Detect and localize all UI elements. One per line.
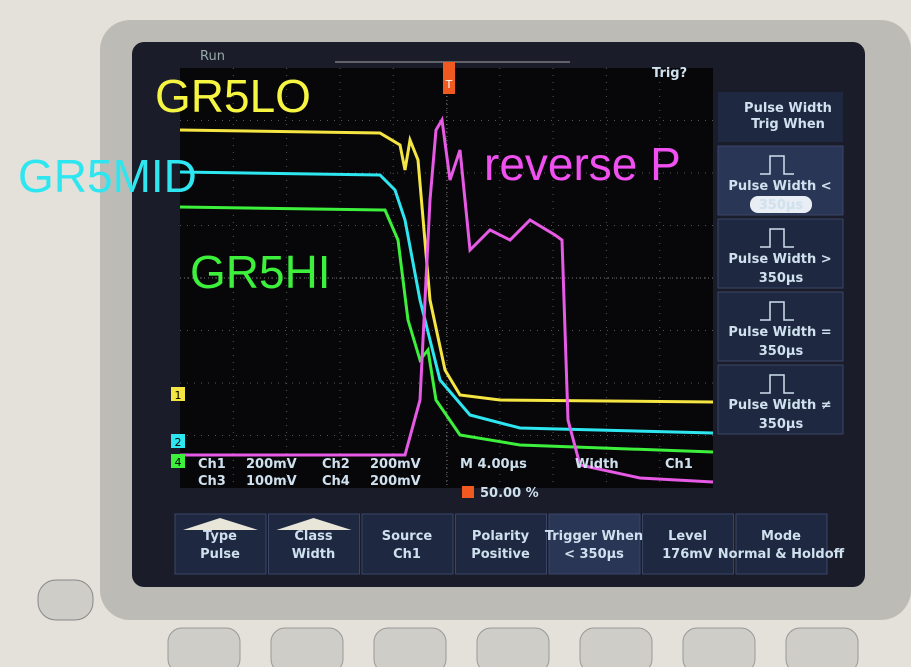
menu-item-value: 350µs [759, 271, 804, 286]
menu-item-value: 350µs [759, 344, 804, 359]
oscilloscope-photo: Run T Trig? 1 2 4 GR5LO GR5MID GR5HI reverse … [0, 0, 911, 667]
annotation: GR5HI [190, 246, 331, 298]
menu-label: Class [294, 529, 333, 544]
menu-item-value: 350µs [759, 198, 804, 213]
menu-button[interactable] [456, 514, 547, 574]
bezel-button[interactable] [271, 628, 343, 667]
menu-button[interactable] [549, 514, 640, 574]
menu-title: Pulse Width [744, 101, 832, 116]
menu-label: Trigger When [545, 529, 643, 544]
annotation: GR5LO [155, 70, 311, 122]
menu-button[interactable] [362, 514, 453, 574]
channel-marker: 2 [175, 436, 182, 449]
menu-label: Polarity [472, 529, 530, 544]
menu-button[interactable] [736, 514, 827, 574]
bezel-button[interactable] [580, 628, 652, 667]
menu-item-label: Pulse Width > [728, 252, 831, 267]
menu-label: Level [668, 529, 707, 544]
menu-item-label: Pulse Width < [728, 179, 831, 194]
channel-marker: 1 [175, 389, 182, 402]
menu-value: Ch1 [393, 547, 421, 562]
timebase: M 4.00µs [460, 457, 527, 472]
bezel-button[interactable] [168, 628, 240, 667]
channel-name: Ch2 [322, 457, 350, 472]
menu-title: Trig When [751, 117, 825, 132]
menu-item-label: Pulse Width ≠ [728, 398, 831, 413]
channel-marker: 4 [175, 456, 182, 469]
bezel-button[interactable] [477, 628, 549, 667]
menu-label: Source [382, 529, 433, 544]
print-button[interactable] [38, 580, 93, 620]
annotation: reverse P [484, 138, 681, 190]
channel-scale: 200mV [370, 474, 421, 489]
menu-value: Pulse [200, 547, 240, 562]
trigger-source: Ch1 [665, 457, 693, 472]
menu-label: Type [203, 529, 237, 544]
trigger-position: 50.00 % [480, 486, 539, 501]
annotation: GR5MID [18, 150, 197, 202]
menu-item-label: Pulse Width = [728, 325, 831, 340]
trigger-icon [462, 486, 474, 498]
bezel-button[interactable] [786, 628, 858, 667]
menu-value: < 350µs [564, 547, 624, 562]
acq-status: Run [200, 49, 225, 64]
menu-value: Positive [471, 547, 530, 562]
channel-name: Ch3 [198, 474, 226, 489]
bezel-button[interactable] [374, 628, 446, 667]
menu-value: Width [292, 547, 336, 562]
channel-scale: 100mV [246, 474, 297, 489]
menu-item-value: 350µs [759, 417, 804, 432]
channel-scale: 200mV [370, 457, 421, 472]
trigger-status: Trig? [652, 66, 687, 81]
trigger-type: Width [575, 457, 619, 472]
trigger-marker: T [445, 78, 453, 91]
channel-scale: 200mV [246, 457, 297, 472]
menu-button[interactable] [643, 514, 734, 574]
channel-name: Ch1 [198, 457, 226, 472]
bezel-button[interactable] [683, 628, 755, 667]
menu-value: 176mV [662, 547, 713, 562]
bottom-menu: Type Pulse Class Width Source Ch1 Polarity Posi… [175, 514, 845, 574]
menu-label: Mode [761, 529, 801, 544]
channel-name: Ch4 [322, 474, 350, 489]
menu-value: Normal & Holdoff [718, 547, 845, 562]
